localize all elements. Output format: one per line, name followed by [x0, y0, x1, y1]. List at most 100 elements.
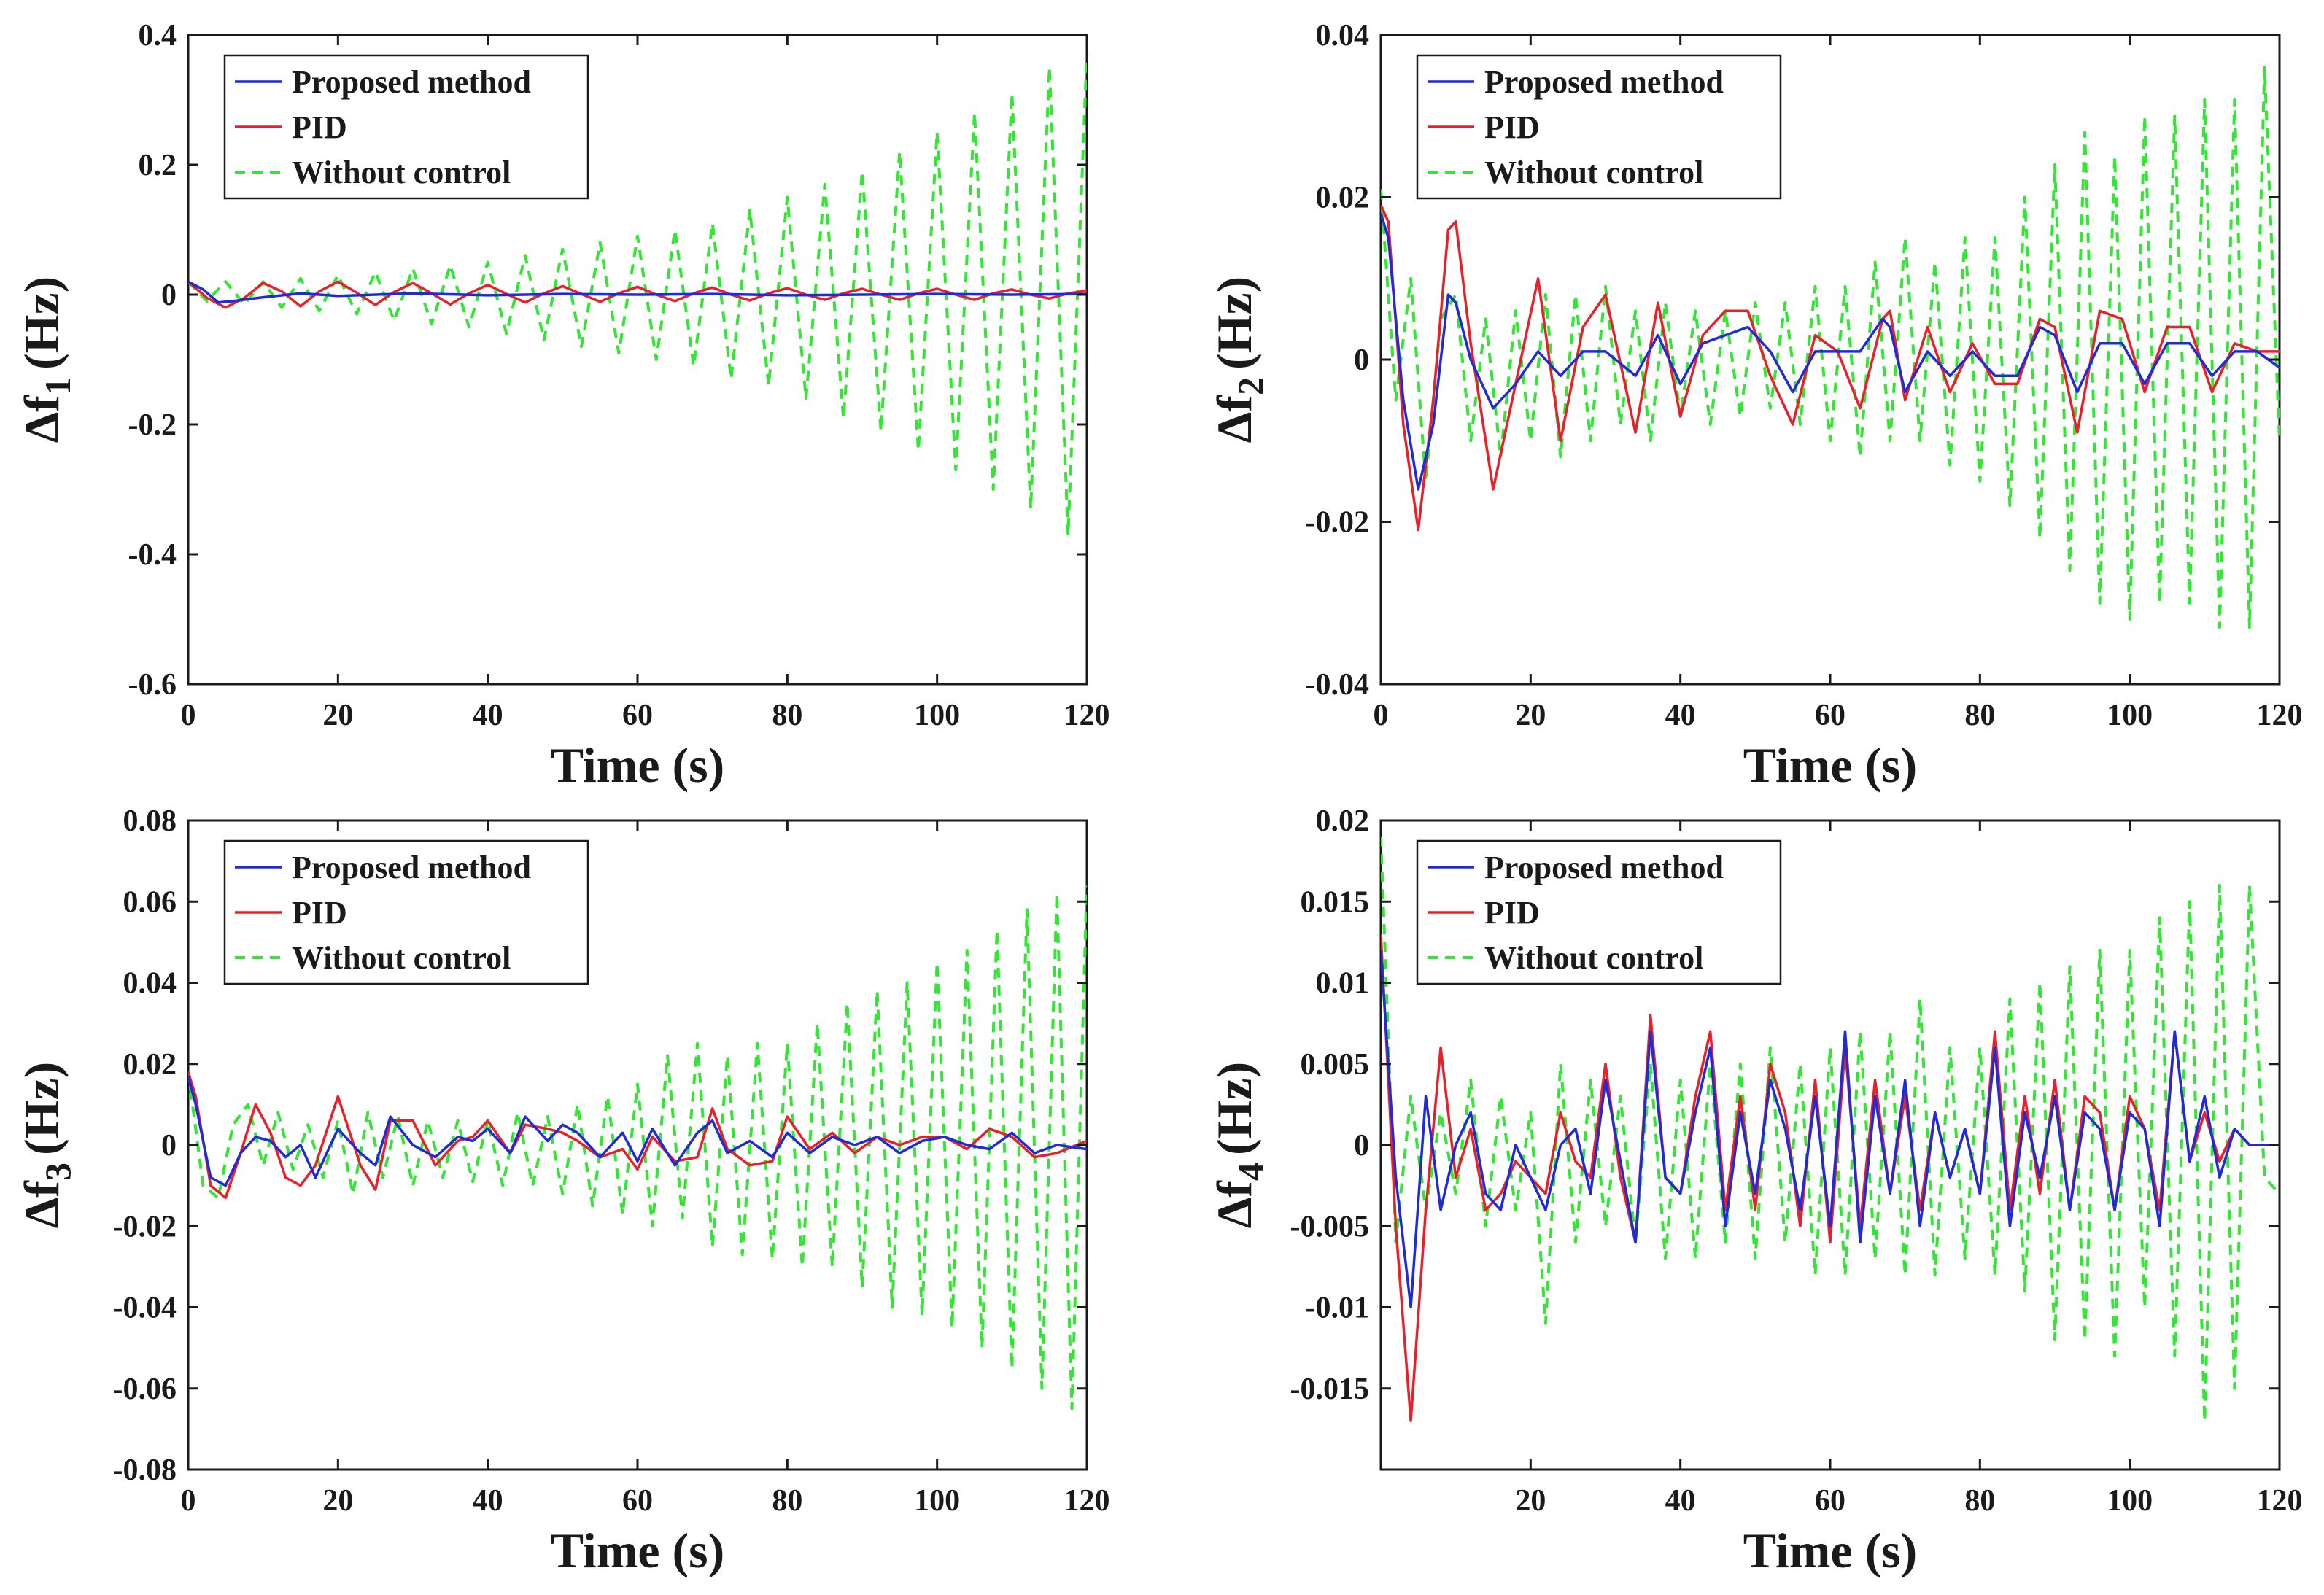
- y-tick-label-f3: 0.06: [123, 885, 177, 919]
- x-tick-label-f2: 20: [1515, 699, 1546, 732]
- x-tick-label-f2: 60: [1815, 699, 1845, 732]
- x-tick-label-f1: 120: [1064, 699, 1110, 732]
- y-tick-label-f4: 0.015: [1301, 885, 1370, 919]
- x-tick-label-f1: 0: [181, 699, 196, 732]
- y-tick-label-f1: 0.4: [139, 19, 177, 53]
- y-tick-label-f2: 0.04: [1316, 19, 1370, 53]
- legend-label-proposed-f3: Proposed method: [292, 850, 531, 885]
- y-tick-label-f2: -0.02: [1306, 506, 1370, 540]
- x-tick-label-f1: 40: [473, 699, 503, 732]
- y-tick-label-f3: 0.08: [123, 804, 177, 838]
- legend-label-pid-f1: PID: [292, 109, 347, 145]
- x-tick-label-f2: 0: [1374, 699, 1389, 732]
- x-tick-label-f2: 100: [2107, 699, 2153, 732]
- x-tick-label-f4: 40: [1665, 1484, 1696, 1518]
- chart-f4: -0.015 -0.01 -0.005 0 0.005 0.01 0.015 0.02 20 40…: [1206, 804, 2303, 1578]
- series-line-proposed-f1: [188, 280, 1087, 304]
- legend-label-pid-f3: PID: [292, 895, 347, 931]
- legend-box-f4: [1416, 839, 1782, 985]
- y-tick-label-f1: 0.2: [139, 149, 177, 182]
- x-tick-label-f3: 60: [622, 1484, 653, 1518]
- y-tick-label-f1: 0: [161, 279, 177, 312]
- x-tick-label-f4: 60: [1815, 1484, 1845, 1518]
- y-tick-label-f3: -0.04: [113, 1292, 177, 1325]
- chart-f3: -0.08 -0.06 -0.04 -0.02 0 0.02 0.04 0.06 0.08 0 20…: [14, 804, 1110, 1578]
- y-tick-label-f3: -0.02: [113, 1210, 177, 1243]
- series-line-without-f3: [188, 885, 1087, 1410]
- x-tick-label-f1: 60: [622, 699, 653, 732]
- y-axis-label-f2: Δf2(Hz): [1206, 276, 1271, 443]
- y-tick-label-f1: -0.4: [128, 538, 177, 572]
- legend-label-proposed-f1: Proposed method: [292, 64, 531, 100]
- y-tick-label-f4: -0.005: [1290, 1210, 1370, 1243]
- legend-label-without-f3: Without control: [292, 940, 511, 976]
- x-tick-label-f4: 80: [1964, 1484, 1995, 1518]
- series-line-without-f1: [188, 54, 1087, 537]
- legend-f2: Proposed method PID Without control: [1416, 54, 1782, 200]
- chart-f2: -0.04 -0.02 0 0.02 0.04 0 20 40 60 80 100 120 Time (…: [1206, 19, 2303, 793]
- y-axis-label-f1: Δf1(Hz): [14, 276, 78, 443]
- y-tick-label-f3: 0.04: [123, 967, 177, 1001]
- x-axis-label-f1: Time (s): [551, 737, 725, 793]
- legend-label-without-f2: Without control: [1484, 155, 1703, 190]
- x-axis-label-f3: Time (s): [551, 1523, 725, 1578]
- legend-label-proposed-f4: Proposed method: [1484, 850, 1724, 885]
- x-tick-label-f3: 100: [914, 1484, 960, 1518]
- y-tick-label-f2: -0.04: [1306, 668, 1370, 702]
- y-tick-label-f3: 0.02: [123, 1048, 177, 1082]
- series-line-pid-f2: [1381, 204, 2280, 532]
- x-tick-label-f2: 80: [1964, 699, 1995, 732]
- series-group-f4: [1381, 837, 2280, 1423]
- legend-label-pid-f2: PID: [1484, 109, 1540, 145]
- series-group-f3: [188, 885, 1087, 1410]
- x-axis-label-f2: Time (s): [1743, 737, 1918, 793]
- legend-box-f2: [1416, 54, 1782, 200]
- y-tick-label-f2: 0: [1354, 344, 1369, 377]
- legend-f1: Proposed method PID Without control: [223, 54, 589, 200]
- series-line-without-f4: [1381, 837, 2280, 1423]
- series-group-f1: [188, 54, 1087, 537]
- legend-label-proposed-f2: Proposed method: [1484, 64, 1724, 100]
- y-tick-label-f4: 0: [1354, 1129, 1369, 1163]
- y-tick-label-f3: -0.06: [113, 1373, 177, 1406]
- x-tick-label-f3: 40: [473, 1484, 503, 1518]
- y-tick-label-f4: -0.01: [1306, 1292, 1370, 1325]
- y-axis-label-f4: Δf4(Hz): [1206, 1062, 1271, 1229]
- series-group-f2: [1381, 66, 2280, 629]
- x-tick-label-f3: 120: [1064, 1484, 1110, 1518]
- legend-label-pid-f4: PID: [1484, 895, 1540, 931]
- series-line-proposed-f3: [188, 1075, 1087, 1187]
- y-tick-label-f4: 0.005: [1301, 1048, 1370, 1082]
- series-line-pid-f1: [188, 280, 1087, 309]
- x-tick-label-f4: 120: [2257, 1484, 2303, 1518]
- y-tick-label-f2: 0.02: [1316, 182, 1370, 215]
- x-tick-label-f4: 100: [2107, 1484, 2153, 1518]
- x-axis-label-f4: Time (s): [1743, 1523, 1918, 1578]
- series-line-proposed-f4: [1381, 950, 2280, 1309]
- x-tick-label-f3: 80: [772, 1484, 802, 1518]
- legend-f4: Proposed method PID Without control: [1416, 839, 1782, 985]
- y-tick-label-f3: -0.08: [113, 1454, 177, 1487]
- y-tick-label-f1: -0.2: [128, 408, 177, 442]
- legend-label-without-f4: Without control: [1484, 940, 1703, 976]
- x-tick-label-f4: 20: [1515, 1484, 1546, 1518]
- y-tick-label-f4: 0.01: [1316, 967, 1370, 1001]
- y-tick-label-f3: 0: [161, 1129, 177, 1163]
- legend-label-without-f1: Without control: [292, 155, 511, 190]
- series-line-proposed-f2: [1381, 213, 2280, 491]
- x-tick-label-f2: 40: [1665, 699, 1696, 732]
- x-tick-label-f1: 80: [772, 699, 802, 732]
- legend-f3: Proposed method PID Without control: [223, 839, 589, 985]
- series-line-without-f2: [1381, 66, 2280, 629]
- legend-box-f1: [223, 54, 589, 200]
- y-tick-label-f1: -0.6: [128, 668, 177, 702]
- series-line-pid-f3: [188, 1071, 1087, 1200]
- x-tick-label-f3: 20: [322, 1484, 353, 1518]
- x-tick-label-f1: 20: [322, 699, 353, 732]
- x-tick-label-f1: 100: [914, 699, 960, 732]
- y-tick-label-f4: 0.02: [1316, 804, 1370, 838]
- x-tick-label-f3: 0: [181, 1484, 196, 1518]
- y-tick-label-f4: -0.015: [1290, 1373, 1370, 1406]
- y-axis-label-f3: Δf3(Hz): [14, 1062, 78, 1229]
